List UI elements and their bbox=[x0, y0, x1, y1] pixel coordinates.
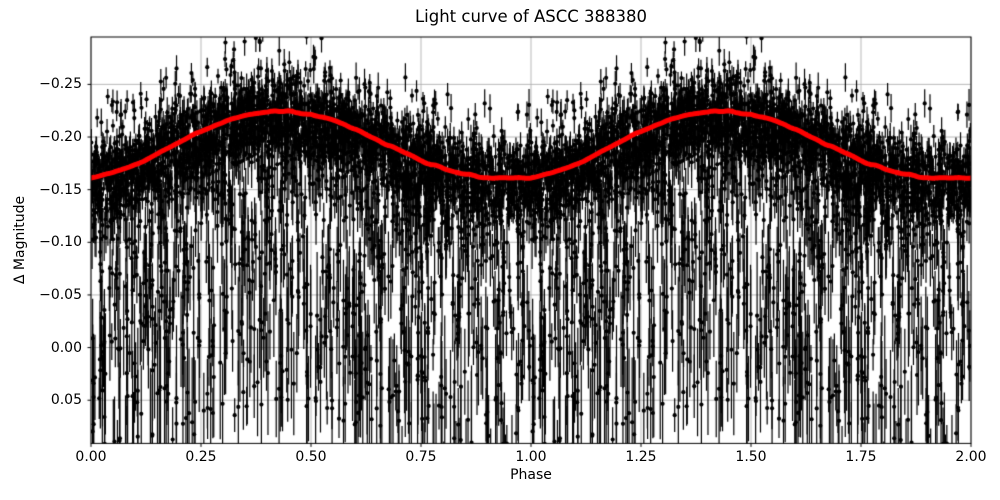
x-tick-label: 1.00 bbox=[515, 449, 547, 465]
x-tick-label: 1.25 bbox=[625, 449, 657, 465]
x-tick-label: 0.75 bbox=[405, 449, 437, 465]
x-tick-label: 0.50 bbox=[295, 449, 327, 465]
y-tick-label: −0.25 bbox=[39, 76, 82, 93]
y-tick-label: −0.05 bbox=[39, 286, 82, 303]
x-tick-label: 1.50 bbox=[735, 449, 767, 465]
y-tick-label: 0.05 bbox=[50, 392, 82, 409]
x-tick-label: 0.25 bbox=[185, 449, 217, 465]
x-axis-label: Phase bbox=[510, 467, 552, 483]
y-tick-label: −0.15 bbox=[39, 181, 82, 198]
x-tick-label: 1.75 bbox=[845, 449, 877, 465]
y-tick-label: 0.00 bbox=[50, 339, 82, 356]
y-tick-label: −0.10 bbox=[39, 234, 82, 251]
x-tick-label: 0.00 bbox=[75, 449, 107, 465]
x-tick-label: 2.00 bbox=[955, 449, 987, 465]
y-tick-label: −0.20 bbox=[39, 129, 82, 146]
chart-title: Light curve of ASCC 388380 bbox=[414, 7, 648, 26]
